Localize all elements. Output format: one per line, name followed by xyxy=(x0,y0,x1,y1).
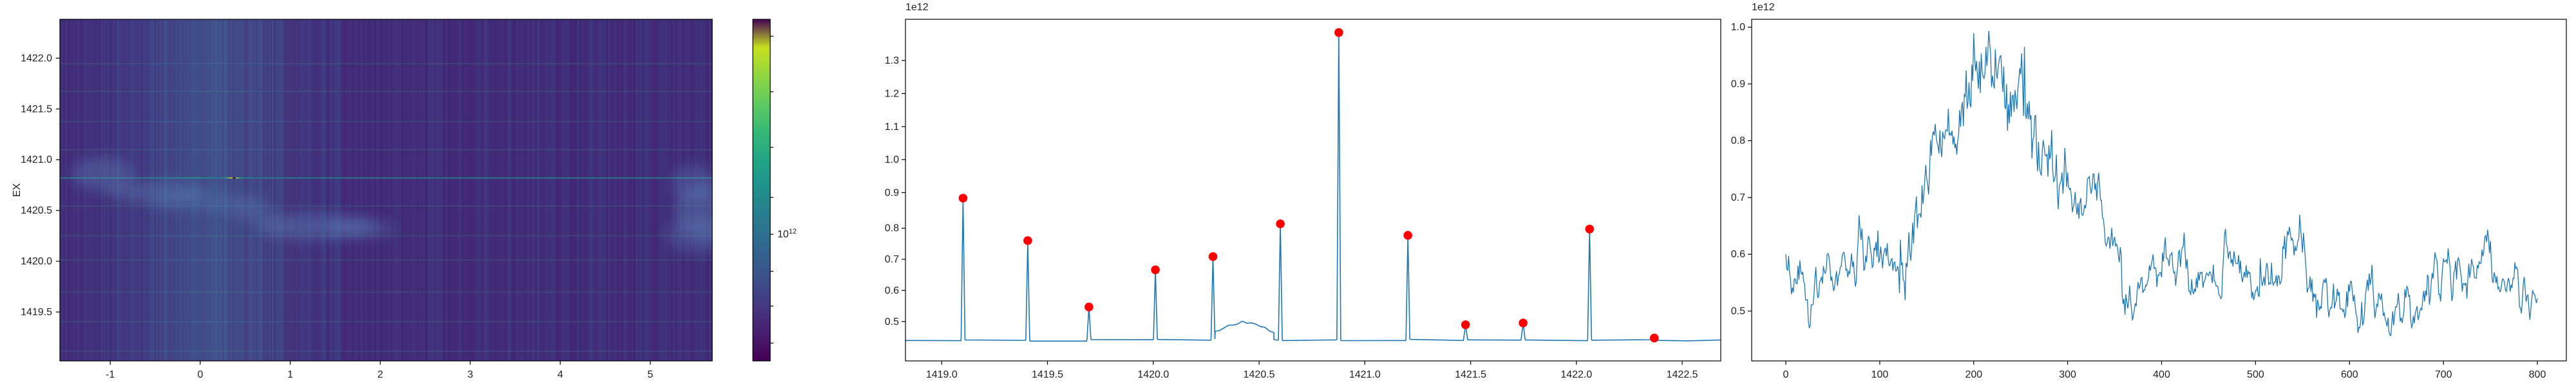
svg-text:0.7: 0.7 xyxy=(885,254,899,265)
svg-text:1420.5: 1420.5 xyxy=(1244,369,1275,380)
svg-text:1422.0: 1422.0 xyxy=(21,53,52,64)
svg-text:0.6: 0.6 xyxy=(885,285,899,296)
svg-text:3: 3 xyxy=(468,369,473,380)
svg-text:200: 200 xyxy=(1965,369,1982,380)
svg-text:1420.0: 1420.0 xyxy=(1137,369,1169,380)
svg-text:1420.0: 1420.0 xyxy=(21,256,52,267)
svg-text:1421.0: 1421.0 xyxy=(21,154,52,165)
svg-text:1e12: 1e12 xyxy=(905,2,929,13)
svg-text:1422.5: 1422.5 xyxy=(1667,369,1698,380)
svg-text:1012: 1012 xyxy=(777,228,797,240)
svg-text:0.5: 0.5 xyxy=(1731,306,1745,317)
svg-text:1e12: 1e12 xyxy=(1752,2,1775,13)
svg-text:1421.5: 1421.5 xyxy=(21,104,52,115)
svg-text:1.1: 1.1 xyxy=(885,122,899,133)
svg-text:800: 800 xyxy=(2529,369,2546,380)
svg-text:1421.5: 1421.5 xyxy=(1455,369,1486,380)
svg-text:0: 0 xyxy=(197,369,203,380)
svg-text:1: 1 xyxy=(287,369,293,380)
svg-text:1.2: 1.2 xyxy=(885,88,899,99)
svg-text:0.9: 0.9 xyxy=(1731,79,1745,90)
svg-text:300: 300 xyxy=(2059,369,2076,380)
svg-text:1419.5: 1419.5 xyxy=(21,307,52,318)
svg-text:0.8: 0.8 xyxy=(1731,136,1745,147)
svg-text:1419.5: 1419.5 xyxy=(1032,369,1063,380)
svg-text:1.0: 1.0 xyxy=(885,154,899,165)
svg-text:1420.5: 1420.5 xyxy=(21,205,52,216)
svg-text:1.0: 1.0 xyxy=(1731,22,1745,33)
svg-text:4: 4 xyxy=(558,369,564,380)
svg-text:400: 400 xyxy=(2153,369,2170,380)
svg-text:600: 600 xyxy=(2341,369,2358,380)
svg-text:1419.0: 1419.0 xyxy=(926,369,958,380)
svg-text:5: 5 xyxy=(647,369,653,380)
svg-text:1421.0: 1421.0 xyxy=(1349,369,1381,380)
svg-text:1.3: 1.3 xyxy=(885,55,899,66)
svg-text:700: 700 xyxy=(2435,369,2452,380)
svg-text:0.9: 0.9 xyxy=(885,187,899,198)
svg-text:500: 500 xyxy=(2247,369,2264,380)
svg-text:0.5: 0.5 xyxy=(885,317,899,327)
svg-text:2: 2 xyxy=(377,369,383,380)
svg-text:0.7: 0.7 xyxy=(1731,192,1745,203)
svg-text:0.6: 0.6 xyxy=(1731,249,1745,260)
svg-text:EX: EX xyxy=(12,183,23,198)
svg-text:0: 0 xyxy=(1783,369,1789,380)
svg-text:1422.0: 1422.0 xyxy=(1560,369,1592,380)
svg-text:0.8: 0.8 xyxy=(885,223,899,234)
svg-text:-1: -1 xyxy=(106,369,115,380)
svg-text:100: 100 xyxy=(1871,369,1889,380)
